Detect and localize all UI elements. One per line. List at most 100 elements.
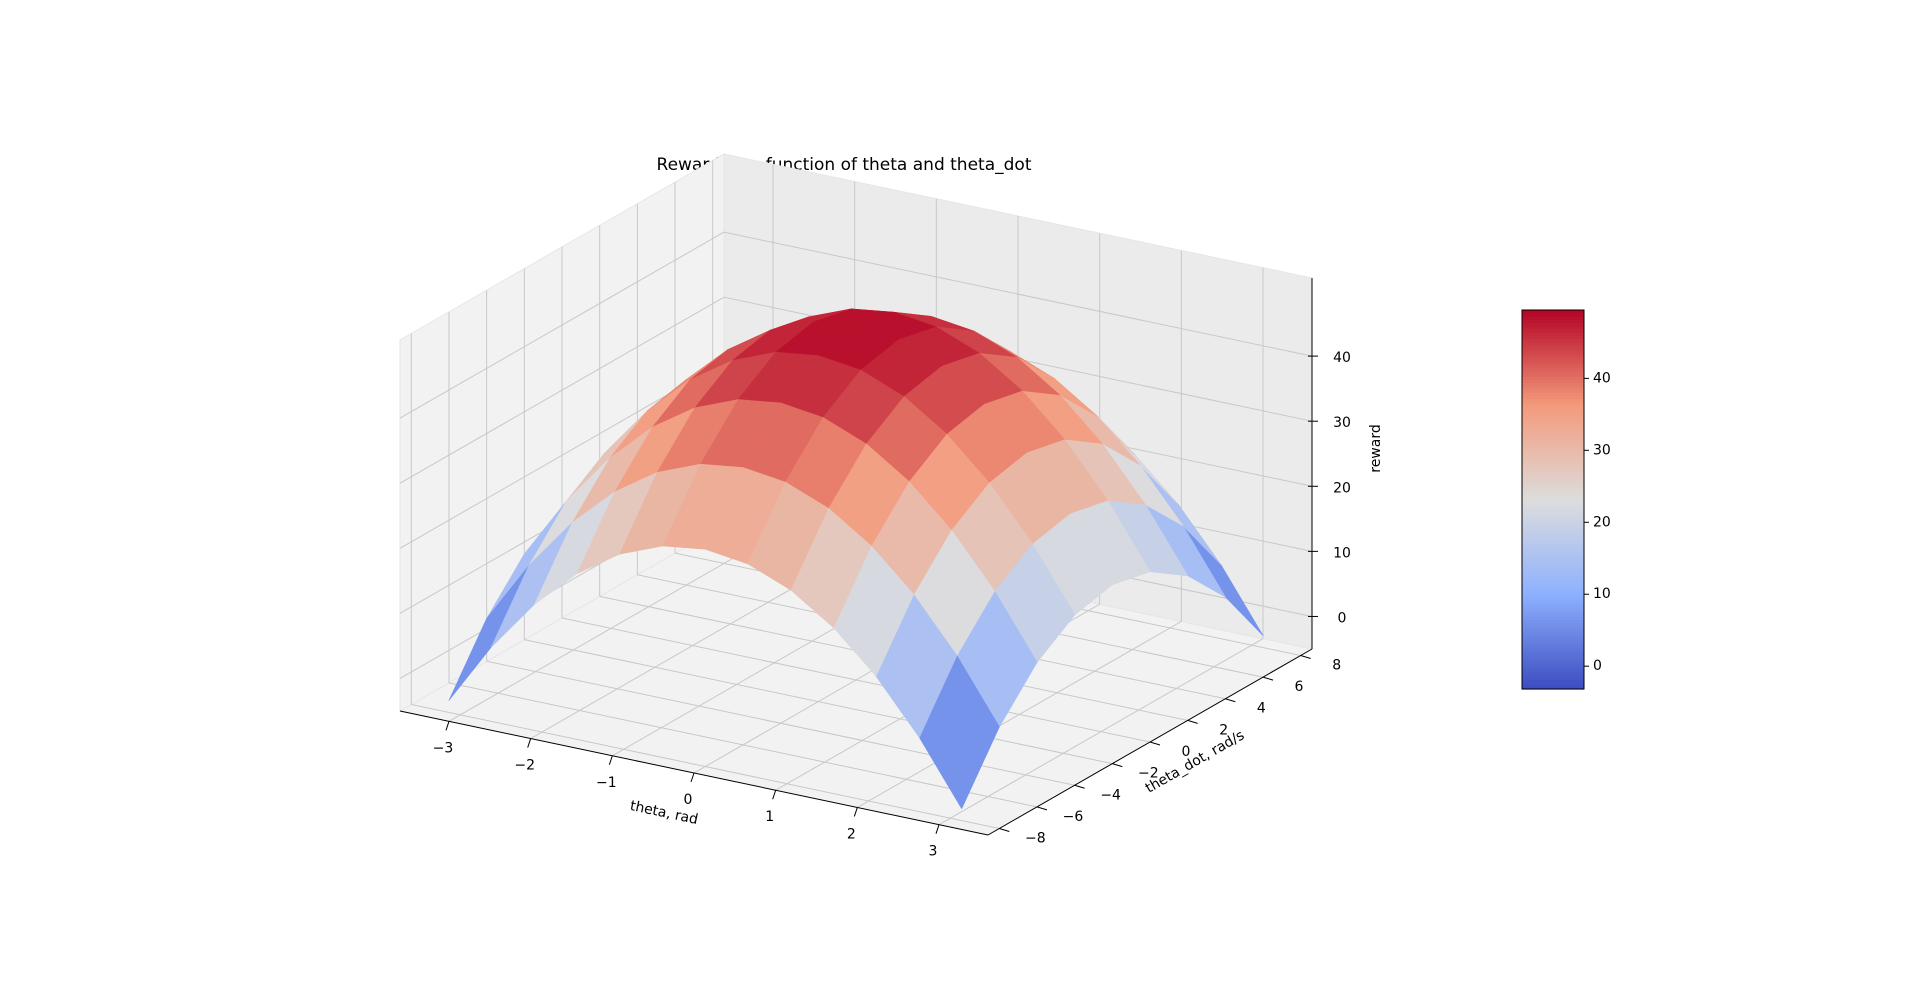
x-tick	[608, 755, 613, 765]
colorbar-swatch	[1522, 344, 1584, 349]
colorbar-swatch	[1522, 395, 1584, 400]
x-tick	[527, 738, 532, 748]
colorbar-swatch	[1522, 398, 1584, 403]
z-grid-line	[723, 231, 1313, 357]
colorbar-swatch	[1522, 632, 1584, 636]
colorbar-swatch	[1522, 328, 1584, 333]
colorbar-swatch	[1522, 385, 1584, 390]
colorbar-swatch	[1522, 388, 1584, 393]
colorbar-swatch	[1522, 553, 1584, 557]
colorbar-swatch	[1522, 628, 1584, 633]
x-tick	[690, 772, 695, 783]
colorbar-swatch	[1522, 594, 1584, 599]
colorbar-swatch	[1522, 651, 1584, 655]
colorbar-swatch	[1522, 682, 1584, 687]
colorbar-swatch	[1522, 676, 1584, 681]
colorbar-swatch	[1522, 505, 1584, 510]
y-tick	[1262, 676, 1274, 681]
x-axis-line	[399, 710, 989, 836]
colorbar-swatch	[1522, 363, 1584, 368]
colorbar-swatch	[1522, 543, 1584, 548]
colorbar-swatch	[1522, 414, 1584, 418]
colorbar-swatch	[1522, 376, 1584, 381]
colorbar-swatch	[1522, 515, 1584, 520]
colorbar-swatch	[1522, 654, 1584, 659]
colorbar-swatch	[1522, 660, 1584, 665]
x-tick	[445, 721, 450, 731]
colorbar-swatch	[1522, 666, 1584, 671]
colorbar-swatch	[1522, 670, 1584, 674]
colorbar-swatch	[1522, 407, 1584, 412]
colorbar-swatch	[1522, 613, 1584, 617]
colorbar-swatch	[1522, 310, 1584, 314]
x-tick-label: 0	[684, 792, 693, 808]
colorbar-swatch	[1522, 442, 1584, 447]
colorbar-swatch	[1522, 366, 1584, 371]
colorbar-swatch	[1522, 622, 1584, 627]
colorbar-swatch	[1522, 347, 1584, 352]
y-tick	[1225, 698, 1236, 703]
colorbar-swatch	[1522, 316, 1584, 321]
colorbar-swatch	[1522, 679, 1584, 684]
colorbar-swatch	[1522, 341, 1584, 346]
colorbar-swatch	[1522, 483, 1584, 488]
colorbar-swatch	[1522, 486, 1584, 491]
colorbar-tick-label: 30	[1593, 442, 1611, 458]
y-tick-label: −8	[1025, 831, 1046, 847]
colorbar-swatch	[1522, 534, 1584, 538]
x-tick-label: 3	[929, 844, 938, 860]
colorbar-swatch	[1522, 471, 1584, 475]
colorbar-tick-label: 40	[1593, 370, 1611, 386]
colorbar-swatch	[1522, 572, 1584, 576]
colorbar-swatch	[1522, 360, 1584, 365]
y-axis-label: theta_dot, rad/s	[1143, 727, 1247, 796]
colorbar-swatch	[1522, 474, 1584, 478]
x-tick-label: −2	[514, 758, 535, 774]
colorbar-swatch	[1522, 518, 1584, 523]
colorbar-swatch	[1522, 575, 1584, 580]
x-tick	[935, 824, 940, 834]
colorbar-swatch	[1522, 490, 1584, 494]
y-tick-label: 4	[1257, 701, 1266, 717]
colorbar-swatch	[1522, 537, 1584, 542]
colorbar-swatch	[1522, 493, 1584, 497]
y-tick	[1187, 719, 1198, 724]
colorbar-swatch	[1522, 600, 1584, 605]
z-tick-label: 30	[1333, 415, 1351, 431]
colorbar-swatch	[1522, 521, 1584, 526]
colorbar-swatch	[1522, 625, 1584, 630]
colorbar-swatch	[1522, 591, 1584, 595]
colorbar-swatch	[1522, 597, 1584, 602]
x-tick-label: 2	[847, 826, 856, 842]
z-grid-line	[399, 231, 725, 419]
z-axis-label: reward	[1368, 424, 1384, 473]
x-tick-label: 1	[765, 809, 774, 825]
colorbar-swatch	[1522, 502, 1584, 507]
colorbar-swatch	[1522, 357, 1584, 362]
y-tick	[1112, 763, 1123, 768]
colorbar-swatch	[1522, 452, 1584, 456]
colorbar-swatch	[1522, 616, 1584, 621]
colorbar-swatch	[1522, 556, 1584, 561]
colorbar-swatch	[1522, 581, 1584, 586]
colorbar-swatch	[1522, 578, 1584, 583]
colorbar-swatch	[1522, 392, 1584, 396]
colorbar-swatch	[1522, 354, 1584, 358]
colorbar-swatch	[1522, 685, 1584, 690]
colorbar-swatch	[1522, 455, 1584, 460]
colorbar-swatch	[1522, 606, 1584, 611]
colorbar-swatch	[1522, 584, 1584, 589]
y-tick	[1300, 655, 1311, 659]
colorbar-swatch	[1522, 638, 1584, 643]
colorbar-swatch	[1522, 524, 1584, 529]
colorbar-swatch	[1522, 619, 1584, 624]
colorbar-swatch	[1522, 325, 1584, 330]
y-tick-label: −2	[1138, 766, 1159, 782]
z-grid-line	[399, 296, 725, 484]
colorbar-swatch	[1522, 565, 1584, 570]
y-tick-label: 2	[1219, 722, 1228, 738]
colorbar-swatch	[1522, 430, 1584, 434]
colorbar-swatch	[1522, 417, 1584, 422]
